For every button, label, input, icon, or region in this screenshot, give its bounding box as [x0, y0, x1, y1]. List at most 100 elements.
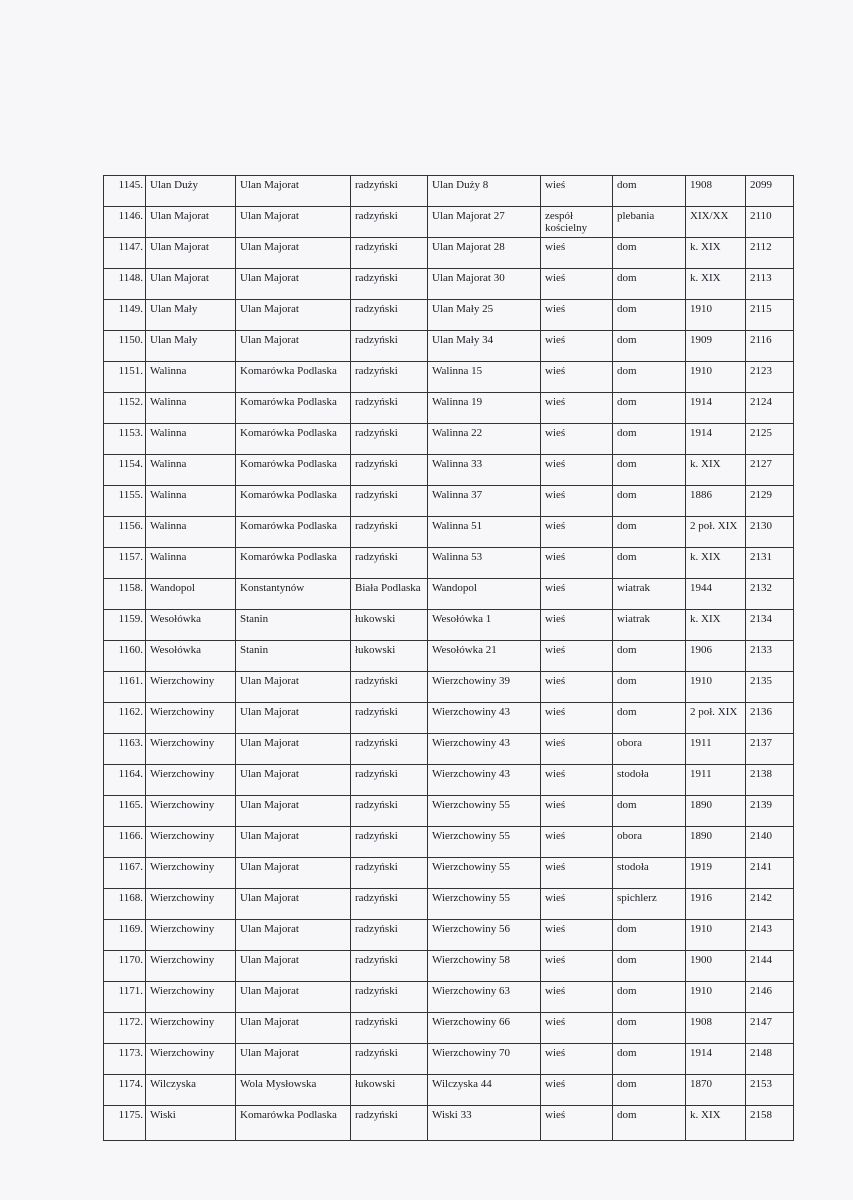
- table-row: 1149. Ulan Mały Ulan Majorat radzyński Ulan …: [103, 299, 794, 331]
- cell-commune: Komarówka Podlaska: [235, 1105, 351, 1141]
- cell-site-type: wieś: [540, 547, 613, 579]
- cell-dating: 1911: [685, 764, 746, 796]
- cell-row-number: 1168.: [103, 888, 146, 920]
- cell-register-number: 2135: [745, 671, 794, 703]
- cell-site-type: wieś: [540, 857, 613, 889]
- cell-site-type: wieś: [540, 268, 613, 300]
- cell-site-type: wieś: [540, 299, 613, 331]
- cell-row-number: 1160.: [103, 640, 146, 672]
- cell-locality: Ulan Mały: [145, 330, 236, 362]
- cell-row-number: 1153.: [103, 423, 146, 455]
- cell-commune: Komarówka Podlaska: [235, 454, 351, 486]
- cell-district: radzyński: [350, 795, 428, 827]
- cell-row-number: 1151.: [103, 361, 146, 393]
- cell-site-type: wieś: [540, 671, 613, 703]
- cell-object-type: dom: [612, 268, 686, 300]
- cell-register-number: 2131: [745, 547, 794, 579]
- cell-row-number: 1163.: [103, 733, 146, 765]
- cell-row-number: 1170.: [103, 950, 146, 982]
- cell-site-type: wieś: [540, 423, 613, 455]
- cell-locality: Wiski: [145, 1105, 236, 1141]
- cell-site-type: wieś: [540, 609, 613, 641]
- cell-commune: Ulan Majorat: [235, 981, 351, 1013]
- cell-register-number: 2146: [745, 981, 794, 1013]
- cell-district: radzyński: [350, 516, 428, 548]
- table-row: 1150. Ulan Mały Ulan Majorat radzyński Ulan …: [103, 330, 794, 362]
- table-row: 1167. Wierzchowiny Ulan Majorat radzyński Wi…: [103, 857, 794, 889]
- cell-commune: Ulan Majorat: [235, 299, 351, 331]
- cell-row-number: 1149.: [103, 299, 146, 331]
- cell-commune: Stanin: [235, 609, 351, 641]
- cell-site-type: wieś: [540, 702, 613, 734]
- cell-commune: Ulan Majorat: [235, 175, 351, 207]
- cell-site-type: wieś: [540, 764, 613, 796]
- cell-dating: 1914: [685, 423, 746, 455]
- cell-address: Wierzchowiny 66: [427, 1012, 541, 1044]
- table-row: 1154. Walinna Komarówka Podlaska radzyński W…: [103, 454, 794, 486]
- cell-row-number: 1148.: [103, 268, 146, 300]
- cell-row-number: 1164.: [103, 764, 146, 796]
- table-row: 1170. Wierzchowiny Ulan Majorat radzyński Wi…: [103, 950, 794, 982]
- cell-address: Walinna 51: [427, 516, 541, 548]
- cell-locality: Walinna: [145, 423, 236, 455]
- cell-locality: Walinna: [145, 485, 236, 517]
- cell-district: radzyński: [350, 1043, 428, 1075]
- cell-register-number: 2141: [745, 857, 794, 889]
- table-row: 1160. Wesołówka Stanin łukowski Wesołówka 21…: [103, 640, 794, 672]
- table-row: 1163. Wierzchowiny Ulan Majorat radzyński Wi…: [103, 733, 794, 765]
- cell-object-type: dom: [612, 1043, 686, 1075]
- cell-district: radzyński: [350, 423, 428, 455]
- cell-register-number: 2116: [745, 330, 794, 362]
- cell-dating: 1919: [685, 857, 746, 889]
- cell-row-number: 1169.: [103, 919, 146, 951]
- cell-address: Wierzchowiny 55: [427, 795, 541, 827]
- cell-district: radzyński: [350, 206, 428, 238]
- cell-site-type: wieś: [540, 578, 613, 610]
- cell-locality: Wierzchowiny: [145, 919, 236, 951]
- cell-commune: Ulan Majorat: [235, 671, 351, 703]
- cell-site-type: wieś: [540, 1012, 613, 1044]
- cell-locality: Ulan Majorat: [145, 206, 236, 238]
- cell-register-number: 2125: [745, 423, 794, 455]
- cell-register-number: 2124: [745, 392, 794, 424]
- cell-district: radzyński: [350, 237, 428, 269]
- cell-address: Wiski 33: [427, 1105, 541, 1141]
- cell-object-type: stodoła: [612, 857, 686, 889]
- cell-dating: 1914: [685, 1043, 746, 1075]
- cell-dating: 1910: [685, 981, 746, 1013]
- cell-site-type: wieś: [540, 454, 613, 486]
- table-row: 1148. Ulan Majorat Ulan Majorat radzyński Ul…: [103, 268, 794, 300]
- cell-dating: 1916: [685, 888, 746, 920]
- cell-object-type: obora: [612, 826, 686, 858]
- cell-register-number: 2130: [745, 516, 794, 548]
- cell-row-number: 1157.: [103, 547, 146, 579]
- cell-dating: k. XIX: [685, 268, 746, 300]
- cell-object-type: plebania: [612, 206, 686, 238]
- cell-locality: Wesołówka: [145, 609, 236, 641]
- table-row: 1153. Walinna Komarówka Podlaska radzyński W…: [103, 423, 794, 455]
- cell-register-number: 2142: [745, 888, 794, 920]
- cell-dating: 1900: [685, 950, 746, 982]
- cell-object-type: dom: [612, 1012, 686, 1044]
- cell-site-type: wieś: [540, 640, 613, 672]
- cell-site-type: wieś: [540, 392, 613, 424]
- cell-dating: k. XIX: [685, 1105, 746, 1141]
- cell-address: Wilczyska 44: [427, 1074, 541, 1106]
- cell-locality: Wesołówka: [145, 640, 236, 672]
- cell-commune: Ulan Majorat: [235, 206, 351, 238]
- table-row: 1172. Wierzchowiny Ulan Majorat radzyński Wi…: [103, 1012, 794, 1044]
- cell-row-number: 1166.: [103, 826, 146, 858]
- cell-dating: 1911: [685, 733, 746, 765]
- cell-dating: 1944: [685, 578, 746, 610]
- cell-locality: Wierzchowiny: [145, 888, 236, 920]
- cell-dating: 1870: [685, 1074, 746, 1106]
- cell-commune: Ulan Majorat: [235, 1012, 351, 1044]
- cell-address: Wierzchowiny 55: [427, 826, 541, 858]
- cell-locality: Wierzchowiny: [145, 795, 236, 827]
- cell-row-number: 1175.: [103, 1105, 146, 1141]
- cell-row-number: 1165.: [103, 795, 146, 827]
- cell-object-type: spichlerz: [612, 888, 686, 920]
- cell-address: Wierzchowiny 43: [427, 702, 541, 734]
- cell-dating: 1906: [685, 640, 746, 672]
